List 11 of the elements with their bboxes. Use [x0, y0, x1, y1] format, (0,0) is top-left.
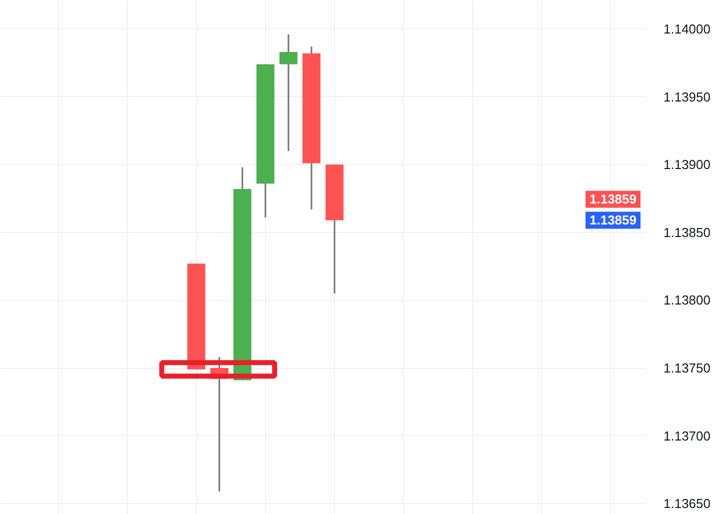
y-tick-label: 1.13800 — [664, 292, 710, 308]
y-tick-label: 1.13750 — [664, 360, 710, 376]
y-tick-label: 1.13650 — [664, 496, 710, 512]
y-tick-label: 1.14000 — [664, 21, 710, 36]
y-tick-label: 1.13900 — [664, 157, 710, 172]
annotation: 1.13859 — [590, 192, 637, 207]
candlestick — [279, 34, 298, 152]
annotation: 1.13859 — [590, 212, 637, 228]
y-tick-label: 1.13950 — [664, 89, 710, 104]
y-tick-label: 1.13700 — [664, 428, 710, 444]
y-tick-label: 1.13850 — [664, 224, 710, 240]
